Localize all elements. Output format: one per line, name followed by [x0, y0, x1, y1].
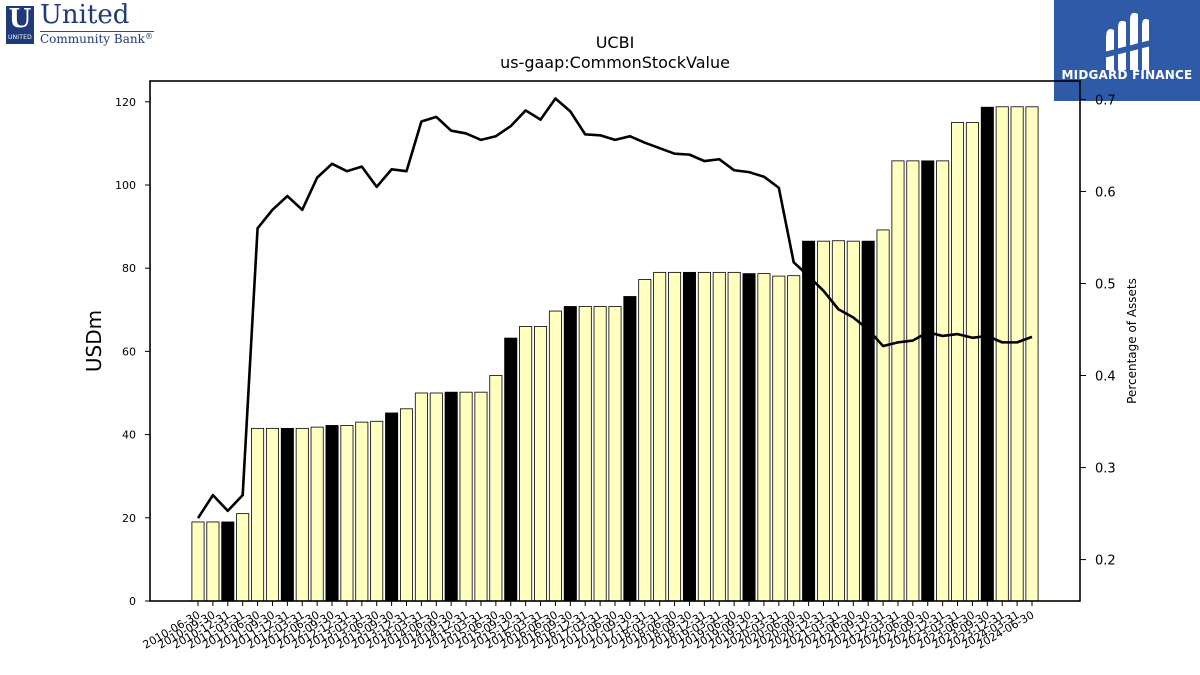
- bar: [534, 326, 548, 602]
- bar: [340, 425, 354, 602]
- bar: [980, 106, 994, 602]
- y2-tick-label: 0.4: [1095, 370, 1116, 385]
- midgard-logo-mark-icon: [1104, 12, 1151, 70]
- y2-axis: 0.2 0.3 0.4 0.5 0.6 0.7: [1080, 93, 1116, 569]
- bank-logo-tagline-text: Community Bank: [40, 32, 145, 46]
- bar: [682, 271, 696, 602]
- chart-subtitle: us-gaap:CommonStockValue: [500, 53, 730, 72]
- y-tick-label: 0: [129, 595, 136, 608]
- bar: [459, 391, 473, 602]
- y2-tick-label: 0.6: [1095, 185, 1116, 200]
- y-tick-label: 40: [122, 429, 136, 442]
- registered-mark: ®: [144, 32, 153, 41]
- x-axis: 2010-06-302010-09-302010-12-312011-03-31…: [141, 601, 1037, 652]
- bank-logo-emblem: U UNITED: [6, 4, 34, 44]
- bar: [921, 160, 935, 602]
- bar: [251, 427, 265, 602]
- bar: [668, 271, 682, 602]
- bar: [385, 412, 399, 602]
- y-tick-label: 120: [115, 96, 136, 109]
- bar: [623, 296, 637, 602]
- bar: [653, 271, 667, 602]
- bar: [951, 122, 965, 602]
- y2-tick-label: 0.3: [1095, 462, 1116, 477]
- bar: [712, 271, 726, 602]
- bar: [906, 160, 920, 602]
- bank-logo-emblem-text: UNITED: [8, 34, 32, 41]
- bar: [504, 337, 518, 602]
- bar: [936, 160, 950, 602]
- bar: [995, 106, 1009, 602]
- bar: [310, 426, 324, 602]
- bar: [802, 240, 816, 602]
- bar: [965, 122, 979, 602]
- bar: [578, 306, 592, 602]
- bar: [191, 521, 205, 602]
- y-tick-label: 60: [122, 345, 136, 358]
- bar: [295, 427, 309, 602]
- bar: [861, 240, 875, 602]
- bar: [265, 427, 279, 602]
- bar-series: [191, 106, 1039, 602]
- bar: [370, 420, 384, 602]
- y-axis-label: USDm: [82, 310, 106, 372]
- bank-logo-tagline: Community Bank®: [40, 32, 153, 46]
- bar: [727, 271, 741, 602]
- bar: [206, 521, 220, 602]
- bar: [236, 513, 250, 602]
- y2-axis-label: Percentage of Assets: [1125, 278, 1139, 404]
- y2-tick-label: 0.5: [1095, 277, 1116, 292]
- bar: [1025, 106, 1039, 602]
- bar: [831, 240, 845, 602]
- bar: [548, 310, 562, 602]
- bank-logo-letter: U: [8, 4, 32, 34]
- line-series: [196, 97, 1033, 519]
- bar: [280, 427, 294, 602]
- y-axis: 0 20 40 60 80 100 120: [115, 96, 150, 608]
- y2-tick-label: 0.7: [1095, 93, 1116, 108]
- bar: [1010, 106, 1024, 602]
- bar: [757, 273, 771, 602]
- bank-logo-name: United: [40, 0, 130, 30]
- y2-tick-label: 0.2: [1095, 554, 1116, 569]
- bar: [429, 392, 443, 602]
- bar: [891, 160, 905, 602]
- bar: [221, 521, 235, 602]
- midgard-finance-logo: MIDGARD FINANCE: [1054, 0, 1200, 101]
- bank-logo-rule: [40, 31, 154, 32]
- chart-title: UCBI: [596, 33, 635, 52]
- bar: [846, 240, 860, 602]
- bar: [876, 229, 890, 602]
- bar: [399, 408, 414, 602]
- united-community-bank-logo: U UNITED United Community Bank®: [4, 0, 164, 48]
- bar: [519, 326, 533, 602]
- bar: [563, 306, 577, 602]
- bar: [787, 275, 801, 602]
- bar: [414, 392, 428, 602]
- bar: [444, 391, 458, 602]
- bar: [638, 279, 652, 602]
- y-tick-label: 100: [115, 179, 136, 192]
- bar: [608, 306, 622, 602]
- bar: [489, 375, 503, 602]
- bar: [474, 391, 488, 602]
- bar: [772, 275, 786, 602]
- midgard-logo-text: MIDGARD FINANCE: [1061, 68, 1193, 82]
- bar: [593, 306, 607, 602]
- y-tick-label: 80: [122, 262, 136, 275]
- bar: [325, 425, 339, 602]
- bar: [742, 273, 756, 602]
- bar: [355, 421, 369, 602]
- bar: [697, 271, 711, 602]
- y-tick-label: 20: [122, 512, 136, 525]
